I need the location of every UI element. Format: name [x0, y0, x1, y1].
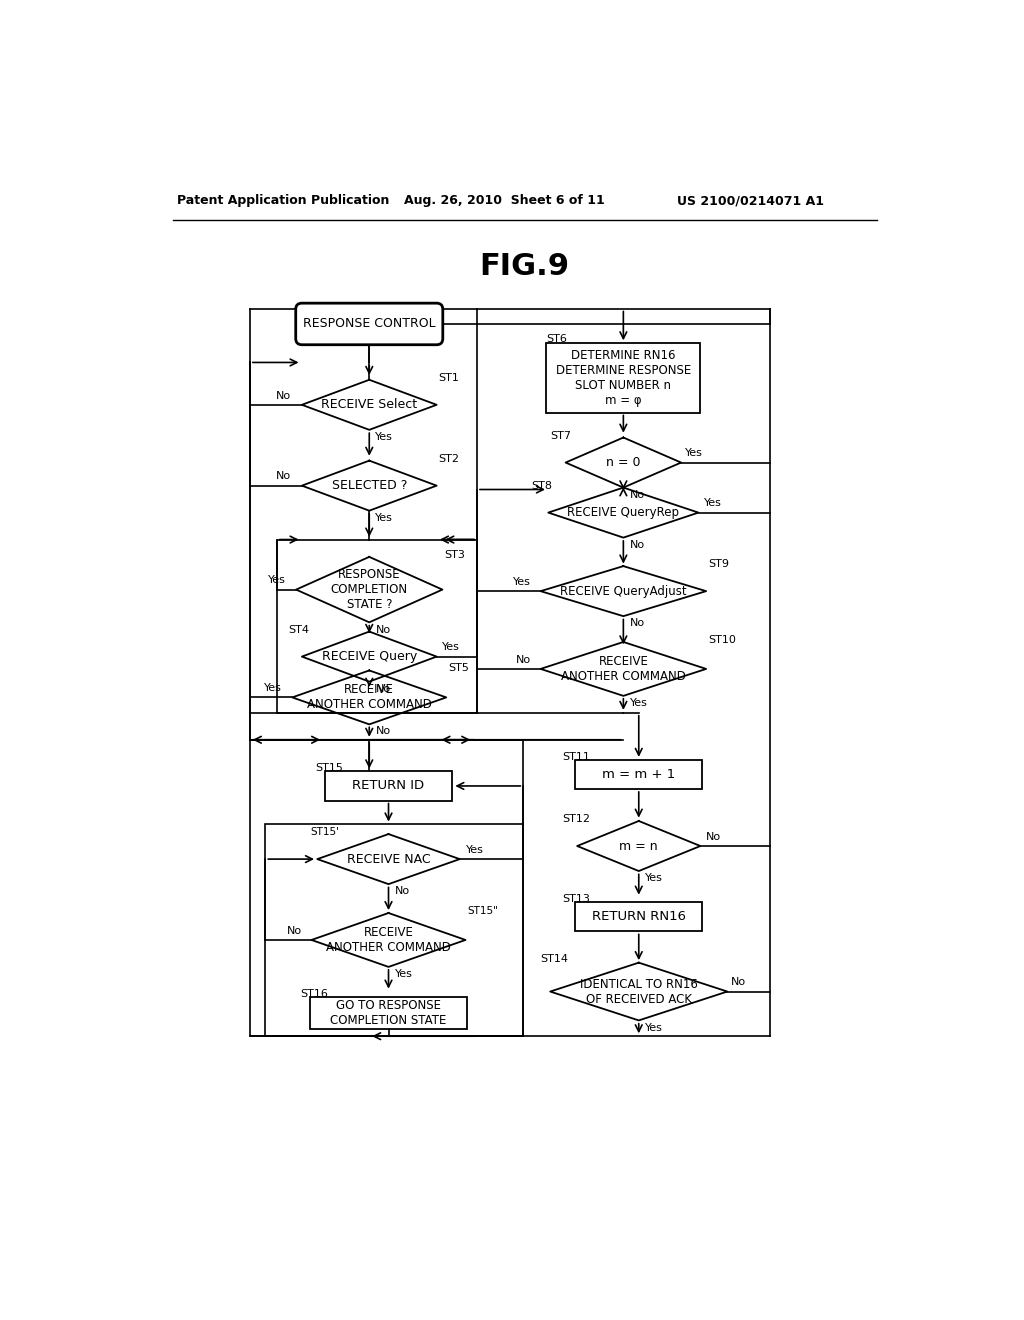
Text: No: No	[275, 471, 291, 482]
Text: No: No	[706, 832, 721, 842]
Text: ST6: ST6	[547, 334, 567, 345]
Text: RECEIVE
ANOTHER COMMAND: RECEIVE ANOTHER COMMAND	[307, 684, 432, 711]
Text: Yes: Yes	[630, 698, 647, 708]
Text: RECEIVE
ANOTHER COMMAND: RECEIVE ANOTHER COMMAND	[561, 655, 686, 682]
Text: No: No	[630, 490, 645, 500]
Text: ST15: ST15	[315, 763, 343, 774]
Text: ST13: ST13	[562, 894, 590, 904]
Text: RECEIVE Select: RECEIVE Select	[322, 399, 418, 412]
Text: No: No	[394, 887, 410, 896]
Text: Yes: Yes	[705, 499, 722, 508]
Text: ST11: ST11	[562, 751, 590, 762]
Text: ST8: ST8	[531, 480, 552, 491]
Text: ST4: ST4	[289, 624, 309, 635]
Text: Yes: Yes	[645, 874, 663, 883]
Text: GO TO RESPONSE
COMPLETION STATE: GO TO RESPONSE COMPLETION STATE	[331, 999, 446, 1027]
Text: ST9: ST9	[708, 560, 729, 569]
Text: RECEIVE Query: RECEIVE Query	[322, 649, 417, 663]
Text: RECEIVE QueryRep: RECEIVE QueryRep	[567, 506, 679, 519]
FancyBboxPatch shape	[296, 304, 442, 345]
Text: No: No	[630, 619, 645, 628]
Text: No: No	[376, 684, 390, 694]
FancyBboxPatch shape	[575, 760, 702, 789]
Text: Yes: Yes	[376, 513, 393, 523]
Text: Yes: Yes	[376, 432, 393, 442]
Text: RETURN RN16: RETURN RN16	[592, 911, 686, 924]
Text: Yes: Yes	[394, 969, 413, 979]
FancyBboxPatch shape	[575, 903, 702, 932]
Text: SELECTED ?: SELECTED ?	[332, 479, 407, 492]
Text: ST15": ST15"	[468, 906, 499, 916]
Text: n = 0: n = 0	[606, 455, 641, 469]
Text: ST2: ST2	[438, 454, 460, 463]
Text: RECEIVE
ANOTHER COMMAND: RECEIVE ANOTHER COMMAND	[326, 925, 451, 954]
Text: IDENTICAL TO RN16
OF RECEIVED ACK: IDENTICAL TO RN16 OF RECEIVED ACK	[580, 978, 697, 1006]
Text: ST5: ST5	[449, 663, 469, 673]
Text: No: No	[630, 540, 645, 550]
Text: RESPONSE
COMPLETION
STATE ?: RESPONSE COMPLETION STATE ?	[331, 568, 408, 611]
Text: ST1: ST1	[438, 372, 460, 383]
Text: ST16: ST16	[300, 989, 328, 999]
FancyBboxPatch shape	[309, 997, 467, 1030]
FancyBboxPatch shape	[325, 771, 452, 800]
FancyBboxPatch shape	[547, 343, 700, 412]
Text: RECEIVE NAC: RECEIVE NAC	[347, 853, 430, 866]
Text: ST15': ST15'	[310, 828, 339, 837]
Text: Yes: Yes	[264, 684, 283, 693]
Text: No: No	[287, 925, 301, 936]
Text: Aug. 26, 2010  Sheet 6 of 11: Aug. 26, 2010 Sheet 6 of 11	[403, 194, 604, 207]
Text: Yes: Yes	[685, 449, 702, 458]
Text: No: No	[516, 655, 531, 665]
Text: Yes: Yes	[268, 576, 286, 585]
Text: FIG.9: FIG.9	[479, 252, 570, 281]
Text: DETERMINE RN16
DETERMINE RESPONSE
SLOT NUMBER n
m = φ: DETERMINE RN16 DETERMINE RESPONSE SLOT N…	[556, 348, 691, 407]
Text: Yes: Yes	[513, 577, 531, 587]
Text: Patent Application Publication: Patent Application Publication	[177, 194, 389, 207]
Text: m = m + 1: m = m + 1	[602, 768, 676, 781]
Text: m = n: m = n	[620, 840, 658, 853]
Text: No: No	[731, 977, 746, 987]
Text: Yes: Yes	[442, 643, 460, 652]
Text: No: No	[376, 624, 390, 635]
Text: ST12: ST12	[562, 814, 590, 824]
Text: RESPONSE CONTROL: RESPONSE CONTROL	[303, 317, 435, 330]
Text: No: No	[275, 391, 291, 400]
Text: Yes: Yes	[466, 845, 483, 855]
Text: No: No	[376, 726, 390, 737]
Text: US 2100/0214071 A1: US 2100/0214071 A1	[677, 194, 824, 207]
Text: RETURN ID: RETURN ID	[352, 779, 425, 792]
Text: Yes: Yes	[645, 1023, 663, 1032]
Text: ST7: ST7	[550, 430, 571, 441]
Text: ST3: ST3	[444, 550, 465, 560]
Text: ST14: ST14	[541, 954, 568, 964]
Text: RECEIVE QueryAdjust: RECEIVE QueryAdjust	[560, 585, 687, 598]
Text: ST10: ST10	[708, 635, 736, 644]
